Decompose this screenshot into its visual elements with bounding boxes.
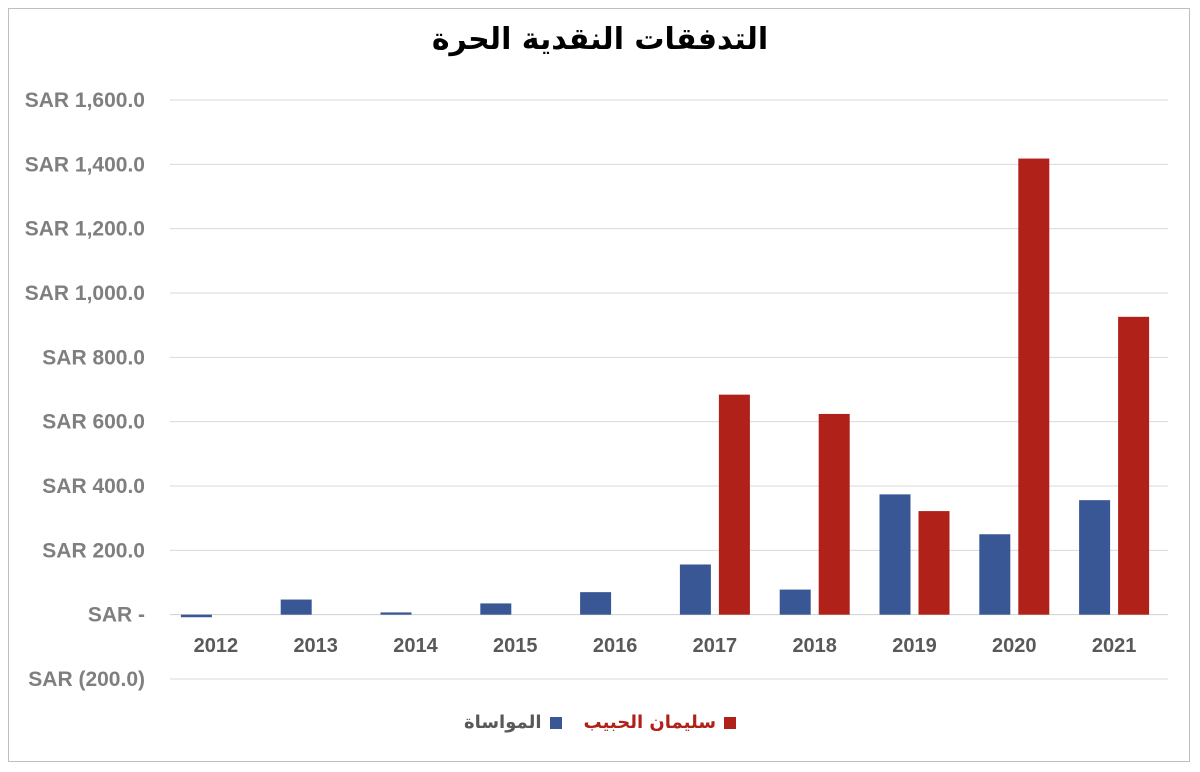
- legend-label-series-1: سليمان الحبيب: [583, 712, 717, 733]
- chart-title: التدفقات النقدية الحرة: [431, 22, 769, 57]
- x-tick-label: 2016: [593, 635, 638, 657]
- x-tick-label: 2014: [393, 635, 438, 657]
- bar-series-1-2017: [718, 394, 750, 615]
- bar-series-0-2012: [180, 614, 212, 618]
- legend-item-series-0: المواساة: [464, 712, 562, 733]
- bar-series-0-2013: [280, 599, 312, 615]
- bar-series-0-2016: [580, 592, 612, 615]
- y-tick-label: SAR -: [88, 604, 145, 627]
- legend-swatch-series-1: [724, 716, 737, 729]
- x-tick-label: 2018: [792, 635, 837, 657]
- bar-series-0-2017: [679, 564, 711, 615]
- y-tick-label: SAR 1,400.0: [25, 153, 145, 176]
- x-tick-label: 2020: [992, 635, 1037, 657]
- y-tick-label: SAR 1,000.0: [25, 282, 145, 305]
- x-tick-label: 2015: [493, 635, 538, 657]
- bar-series-0-2014: [380, 612, 412, 615]
- x-tick-label: 2013: [293, 635, 338, 657]
- y-tick-label: SAR (200.0): [28, 668, 145, 691]
- y-tick-label: SAR 400.0: [42, 475, 145, 498]
- bar-series-0-2021: [1079, 500, 1111, 615]
- y-tick-label: SAR 600.0: [42, 411, 145, 434]
- chart-frame: [8, 8, 1190, 762]
- y-tick-label: SAR 1,600.0: [25, 89, 145, 112]
- y-tick-label: SAR 200.0: [42, 539, 145, 562]
- bar-series-1-2021: [1118, 316, 1150, 615]
- y-tick-label: SAR 1,200.0: [25, 218, 145, 241]
- bar-series-0-2019: [879, 494, 911, 615]
- x-tick-label: 2017: [693, 635, 738, 657]
- bar-series-0-2015: [480, 603, 512, 615]
- x-tick-label: 2019: [892, 635, 937, 657]
- bar-series-1-2020: [1018, 158, 1050, 615]
- bar-series-1-2019: [918, 511, 950, 615]
- legend-swatch-series-0: [549, 716, 562, 729]
- bar-series-0-2018: [779, 589, 811, 615]
- bar-series-0-2020: [979, 534, 1011, 615]
- bar-series-1-2018: [818, 413, 850, 615]
- legend-item-series-1: سليمان الحبيب: [584, 712, 737, 733]
- x-tick-label: 2012: [194, 635, 239, 657]
- chart-legend: سليمان الحبيب المواساة: [0, 712, 1200, 733]
- x-tick-label: 2021: [1092, 635, 1137, 657]
- y-tick-label: SAR 800.0: [42, 346, 145, 369]
- legend-label-series-0: المواساة: [463, 712, 542, 733]
